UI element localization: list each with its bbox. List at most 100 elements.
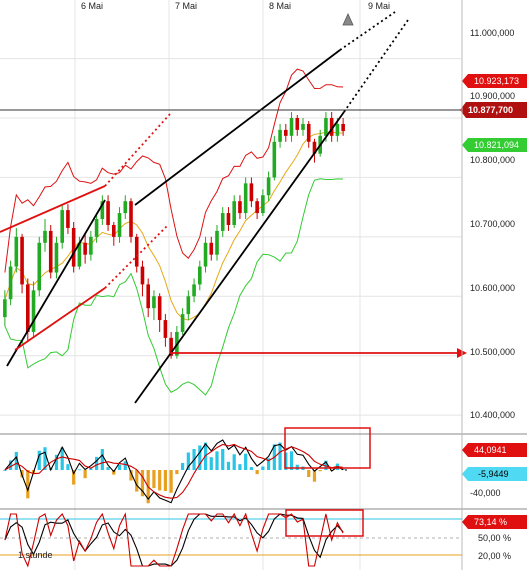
candle-body-10 bbox=[60, 210, 64, 243]
x-label-8-mai: 8 Mai bbox=[269, 1, 291, 11]
candle-body-46 bbox=[266, 177, 271, 196]
y-tick-11000: 11.000,000 bbox=[470, 28, 514, 38]
macd-bar-22 bbox=[129, 470, 133, 481]
x-label-7-mai: 7 Mai bbox=[175, 1, 197, 11]
candle-body-57 bbox=[329, 118, 334, 136]
macd-bar-27 bbox=[158, 470, 162, 491]
macd-bar-29 bbox=[169, 470, 173, 493]
x-label-9-mai: 9 Mai bbox=[368, 1, 390, 11]
price-tag-lower: 10.821,094 bbox=[462, 138, 527, 152]
candle-body-33 bbox=[192, 284, 196, 297]
macd-bar-11 bbox=[66, 464, 70, 470]
macd-bar-48 bbox=[278, 442, 282, 470]
candle-body-50 bbox=[289, 118, 294, 136]
candle-body-27 bbox=[157, 296, 162, 321]
macd-bar-46 bbox=[267, 458, 271, 470]
candle-body-20 bbox=[117, 213, 122, 237]
candle-body-18 bbox=[106, 201, 110, 225]
macd-bar-54 bbox=[312, 470, 317, 482]
macd-bar-26 bbox=[152, 470, 156, 489]
trend-line-left-lower[interactable] bbox=[6, 199, 106, 367]
trend-lines bbox=[0, 11, 467, 404]
candle-body-39 bbox=[226, 213, 231, 225]
candle-body-15 bbox=[89, 236, 93, 255]
trend-line-left-lower-red[interactable] bbox=[14, 287, 106, 351]
candle-body-56 bbox=[324, 118, 328, 136]
candle-body-59 bbox=[341, 123, 345, 132]
macd-bar-38 bbox=[221, 449, 225, 470]
candles bbox=[3, 112, 345, 359]
macd-bar-1 bbox=[9, 460, 13, 470]
macd-bar-21 bbox=[123, 461, 127, 470]
macd-bar-13 bbox=[77, 469, 81, 471]
macd-bar-32 bbox=[186, 452, 190, 470]
band-lower-line bbox=[4, 178, 344, 396]
macd-bar-30 bbox=[175, 470, 179, 475]
candle-body-23 bbox=[134, 236, 139, 267]
candle-body-29 bbox=[169, 337, 173, 356]
candle-body-12 bbox=[71, 227, 76, 267]
macd-highlight-box[interactable] bbox=[284, 427, 371, 469]
candle-body-0 bbox=[3, 299, 7, 318]
trend-line-wedge-bottom[interactable] bbox=[134, 111, 345, 404]
macd-tag-positive: 44,0941 bbox=[462, 443, 527, 457]
stoch-y-tick-20: 20,00 % bbox=[478, 551, 511, 561]
candle-body-31 bbox=[180, 314, 185, 332]
macd-bar-7 bbox=[43, 447, 47, 470]
macd-bar-15 bbox=[89, 468, 93, 470]
candle-body-1 bbox=[8, 266, 13, 300]
candle-body-8 bbox=[48, 230, 53, 273]
candle-body-54 bbox=[312, 141, 317, 154]
trend-line-left-upper-red[interactable] bbox=[0, 185, 106, 233]
candle-body-38 bbox=[220, 213, 225, 231]
candle-body-43 bbox=[249, 183, 254, 202]
stoch-y-tick-50: 50,00 % bbox=[478, 533, 511, 543]
candle-body-36 bbox=[209, 242, 214, 255]
trend-line-wedge-top[interactable] bbox=[134, 49, 341, 206]
macd-bar-12 bbox=[72, 470, 76, 485]
candle-body-13 bbox=[77, 242, 82, 267]
candle-body-42 bbox=[243, 183, 248, 214]
price-tag-lower-text: 10.821,094 bbox=[474, 140, 519, 150]
macd-tag-negative: -5,9449 bbox=[462, 467, 527, 481]
main-grid bbox=[0, 0, 462, 570]
price-tag-current: 10.877,700 bbox=[460, 102, 527, 118]
candle-body-17 bbox=[100, 201, 105, 220]
macd-bar-55 bbox=[318, 470, 322, 472]
macd-bar-42 bbox=[244, 453, 248, 470]
candle-body-49 bbox=[284, 129, 288, 136]
trend-line-left-upper-red-dotted bbox=[104, 113, 171, 187]
macd-tag-positive-text: 44,0941 bbox=[474, 445, 507, 455]
trend-line-wedge-top-dotted bbox=[339, 11, 396, 51]
macd-bar-37 bbox=[215, 451, 219, 470]
macd-bar-16 bbox=[95, 456, 99, 470]
stoch-highlight-box[interactable] bbox=[285, 509, 364, 537]
candle-body-47 bbox=[272, 141, 277, 178]
triangle-marker-icon[interactable] bbox=[342, 13, 354, 26]
candle-body-40 bbox=[232, 201, 236, 225]
y-tick-10600: 10.600,000 bbox=[470, 283, 515, 293]
candle-body-34 bbox=[198, 266, 202, 285]
price-tag-upper: 10.923,173 bbox=[462, 74, 527, 88]
y-tick-10500: 10.500,000 bbox=[470, 347, 515, 357]
macd-bar-28 bbox=[163, 470, 167, 491]
bollinger-bands bbox=[4, 68, 344, 396]
macd-bar-0 bbox=[3, 470, 7, 471]
candle-body-51 bbox=[295, 118, 300, 130]
candle-body-16 bbox=[94, 219, 99, 237]
candle-body-21 bbox=[123, 201, 128, 214]
y-axis: 11.000,000 10.900,000 10.800,000 10.700,… bbox=[470, 28, 515, 420]
trend-line-wedge-bottom-dotted bbox=[343, 19, 409, 113]
macd-bar-41 bbox=[238, 464, 242, 470]
candle-body-3 bbox=[20, 236, 24, 285]
candle-body-7 bbox=[43, 230, 47, 243]
macd-bar-56 bbox=[324, 460, 328, 470]
band-middle-line bbox=[4, 131, 344, 321]
macd-bar-53 bbox=[307, 470, 311, 477]
stoch-k-line bbox=[4, 512, 344, 568]
candle-body-25 bbox=[146, 284, 150, 309]
macd-bar-9 bbox=[54, 454, 59, 470]
macd-panel bbox=[3, 439, 347, 504]
candle-body-37 bbox=[215, 230, 219, 255]
